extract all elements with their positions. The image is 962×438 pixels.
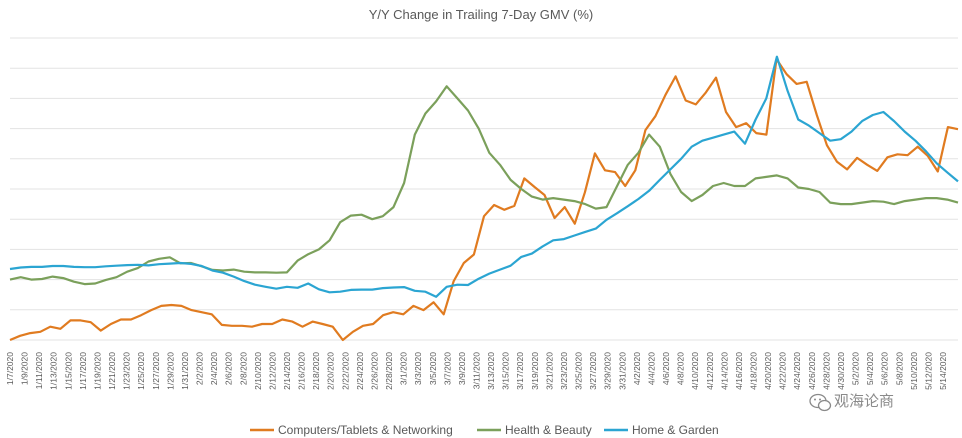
x-tick-label: 1/19/2020 (93, 352, 103, 390)
x-tick-label: 1/31/2020 (180, 352, 190, 390)
x-tick-label: 4/18/2020 (749, 352, 759, 390)
x-tick-label: 3/29/2020 (603, 352, 613, 390)
x-tick-label: 1/17/2020 (78, 352, 88, 390)
x-tick-label: 4/14/2020 (719, 352, 729, 390)
x-tick-label: 4/20/2020 (763, 352, 773, 390)
x-tick-label: 4/2/2020 (632, 352, 642, 385)
x-tick-label: 1/21/2020 (107, 352, 117, 390)
x-tick-label: 2/12/2020 (267, 352, 277, 390)
x-tick-label: 3/13/2020 (486, 352, 496, 390)
series-line-1 (9, 85, 959, 286)
x-tick-label: 4/16/2020 (734, 352, 744, 390)
x-tick-label: 1/29/2020 (165, 352, 175, 390)
x-tick-label: 4/10/2020 (690, 352, 700, 390)
x-tick-label: 1/25/2020 (136, 352, 146, 390)
x-tick-label: 4/24/2020 (792, 352, 802, 390)
x-tick-label: 3/21/2020 (544, 352, 554, 390)
x-tick-label: 3/27/2020 (588, 352, 598, 390)
x-tick-label: 5/12/2020 (923, 352, 933, 390)
x-tick-label: 2/28/2020 (384, 352, 394, 390)
legend-label: Health & Beauty (505, 423, 592, 437)
x-tick-label: 2/8/2020 (238, 352, 248, 385)
legend-label: Computers/Tablets & Networking (278, 423, 453, 437)
x-tick-label: 3/9/2020 (457, 352, 467, 385)
x-tick-label: 4/30/2020 (836, 352, 846, 390)
wechat-icon (809, 393, 832, 412)
x-tick-label: 3/5/2020 (428, 352, 438, 385)
x-tick-label: 1/13/2020 (49, 352, 59, 390)
x-tick-label: 2/24/2020 (355, 352, 365, 390)
x-tick-label: 1/27/2020 (151, 352, 161, 390)
x-tick-label: 5/8/2020 (894, 352, 904, 385)
x-tick-label: 3/17/2020 (515, 352, 525, 390)
x-tick-label: 3/23/2020 (559, 352, 569, 390)
x-tick-label: 4/8/2020 (676, 352, 686, 385)
x-tick-label: 4/26/2020 (807, 352, 817, 390)
watermark: 观海论商 (809, 392, 894, 412)
x-tick-label: 1/9/2020 (20, 352, 30, 385)
x-tick-label: 2/16/2020 (297, 352, 307, 390)
x-tick-label: 1/7/2020 (5, 352, 15, 385)
x-tick-label: 2/22/2020 (340, 352, 350, 390)
x-tick-label: 4/22/2020 (778, 352, 788, 390)
x-tick-label: 4/6/2020 (661, 352, 671, 385)
x-tick-label: 3/1/2020 (399, 352, 409, 385)
x-tick-label: 3/19/2020 (530, 352, 540, 390)
x-tick-label: 2/14/2020 (282, 352, 292, 390)
series-lines (9, 55, 959, 342)
watermark-text: 观海论商 (834, 392, 894, 410)
gridlines (10, 37, 958, 341)
legend: Computers/Tablets & Networking Health & B… (250, 423, 719, 437)
x-tick-label: 3/3/2020 (413, 352, 423, 385)
x-tick-label: 3/15/2020 (501, 352, 511, 390)
x-tick-label: 5/4/2020 (865, 352, 875, 385)
x-tick-label: 2/2/2020 (195, 352, 205, 385)
series-line-0 (9, 57, 959, 342)
legend-label: Home & Garden (632, 423, 719, 437)
x-tick-label: 2/6/2020 (224, 352, 234, 385)
x-tick-label: 5/6/2020 (880, 352, 890, 385)
series-line-2 (9, 55, 959, 298)
x-tick-label: 1/23/2020 (122, 352, 132, 390)
x-tick-label: 1/15/2020 (63, 352, 73, 390)
x-tick-label: 2/10/2020 (253, 352, 263, 390)
chart-title: Y/Y Change in Trailing 7-Day GMV (%) (369, 7, 593, 22)
x-tick-label: 2/20/2020 (326, 352, 336, 390)
x-axis-tick-labels: 1/7/2020 1/9/2020 1/11/2020 1/13/2020 1/15/2… (5, 352, 948, 390)
x-tick-label: 5/14/2020 (938, 352, 948, 390)
x-tick-label: 2/18/2020 (311, 352, 321, 390)
x-tick-label: 4/4/2020 (646, 352, 656, 385)
x-tick-label: 3/7/2020 (442, 352, 452, 385)
x-tick-label: 3/31/2020 (617, 352, 627, 390)
x-tick-label: 5/10/2020 (909, 352, 919, 390)
x-tick-label: 1/11/2020 (34, 352, 44, 389)
x-tick-label: 3/25/2020 (574, 352, 584, 390)
x-tick-label: 4/12/2020 (705, 352, 715, 390)
x-tick-label: 5/2/2020 (851, 352, 861, 385)
x-tick-label: 4/28/2020 (821, 352, 831, 390)
x-tick-label: 2/4/2020 (209, 352, 219, 385)
x-tick-label: 3/11/2020 (472, 352, 482, 389)
x-tick-label: 2/26/2020 (370, 352, 380, 390)
